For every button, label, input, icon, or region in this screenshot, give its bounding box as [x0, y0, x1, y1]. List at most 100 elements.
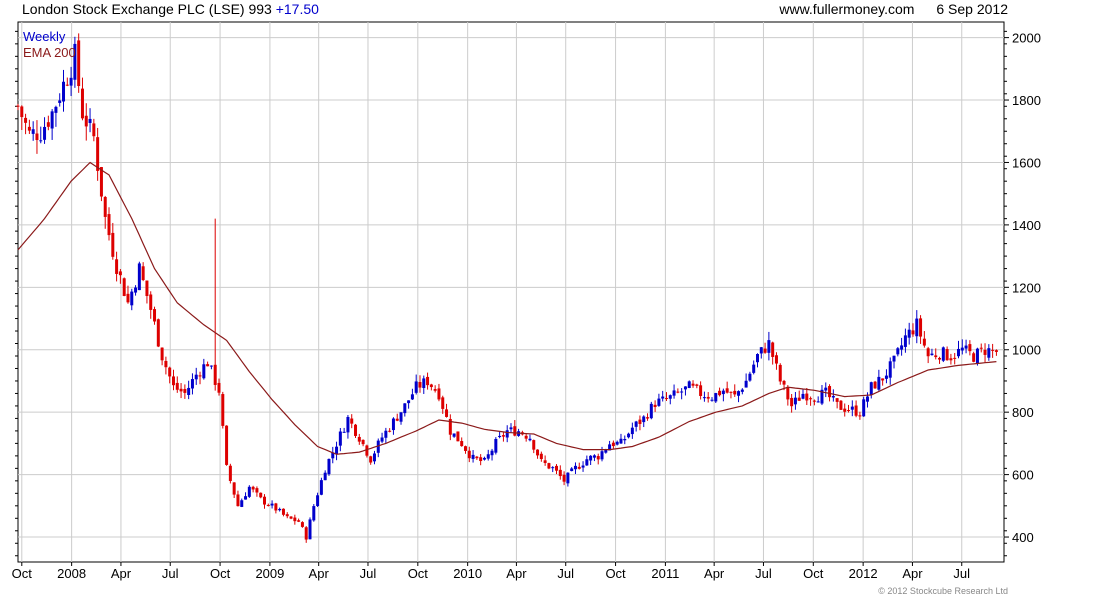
- candle-body: [342, 431, 346, 433]
- candle-body: [915, 318, 919, 337]
- candle-body: [380, 437, 384, 442]
- candle-body: [346, 416, 350, 433]
- candle-body: [160, 347, 164, 361]
- candle-body: [198, 375, 202, 377]
- candle-body: [372, 453, 376, 462]
- x-tick-label: 2011: [651, 566, 679, 581]
- candle-body: [972, 353, 976, 362]
- candle-body: [619, 438, 623, 444]
- candle-body: [805, 393, 809, 401]
- x-tick-label: Apr: [704, 566, 725, 581]
- candle-body: [354, 424, 358, 436]
- candle-body: [919, 318, 923, 337]
- candle-body: [608, 444, 612, 451]
- candle-body: [596, 456, 600, 460]
- y-tick-label: 600: [1012, 468, 1034, 483]
- candle-body: [903, 335, 907, 347]
- candle-body: [865, 396, 869, 402]
- candle-body: [323, 472, 327, 481]
- candle-body: [756, 354, 759, 363]
- candle-body: [987, 348, 991, 358]
- candle-body: [881, 378, 885, 381]
- candle-body: [968, 344, 972, 352]
- candle-body: [657, 398, 661, 406]
- y-tick-label: 1600: [1012, 155, 1041, 170]
- candle-body: [763, 348, 767, 353]
- candle-body: [714, 393, 718, 402]
- candle-body: [255, 488, 259, 493]
- candle-body: [80, 88, 84, 119]
- candle-body: [900, 345, 904, 350]
- candle-body: [562, 474, 566, 482]
- candle-body: [820, 389, 824, 404]
- candle-body: [244, 496, 248, 500]
- candle-body: [217, 382, 221, 393]
- candle-body: [316, 495, 320, 507]
- price-change: +17.50: [275, 1, 319, 17]
- x-tick-label: 2008: [57, 566, 86, 581]
- candle-body: [46, 122, 50, 127]
- candle-body: [676, 391, 680, 393]
- candle-body: [843, 408, 847, 412]
- candle-body: [141, 266, 145, 280]
- candle-body: [710, 399, 714, 401]
- candle-body: [494, 438, 498, 453]
- candle-body: [729, 391, 733, 393]
- x-tick-label: Oct: [12, 566, 33, 581]
- candle-body: [941, 347, 945, 361]
- y-tick-label: 800: [1012, 405, 1034, 420]
- candle-body: [892, 355, 896, 362]
- candle-body: [300, 522, 304, 527]
- candle-body: [175, 382, 179, 390]
- candle-body: [58, 100, 62, 103]
- candle-body: [513, 426, 517, 436]
- candle-body: [183, 389, 187, 393]
- candle-body: [634, 421, 638, 427]
- candle-body: [118, 271, 122, 276]
- candle-body: [395, 418, 399, 421]
- candle-body: [418, 382, 422, 388]
- candle-body: [907, 329, 911, 338]
- candle-body: [547, 463, 551, 469]
- candle-body: [771, 342, 775, 357]
- candle-body: [331, 452, 335, 459]
- legend-weekly: Weekly: [23, 29, 66, 44]
- candle-body: [206, 364, 210, 367]
- candle-body: [604, 449, 608, 453]
- candle-body: [414, 381, 418, 393]
- candle-body: [642, 416, 646, 423]
- candle-body: [69, 77, 73, 86]
- candle-body: [721, 390, 725, 395]
- candle-body: [505, 430, 509, 438]
- candle-body: [471, 454, 475, 459]
- candle-body: [475, 456, 479, 459]
- candle-body: [797, 397, 801, 401]
- candle-body: [664, 398, 668, 400]
- candle-body: [687, 381, 691, 389]
- candle-body: [213, 364, 217, 385]
- candle-body: [683, 386, 687, 390]
- candle-body: [668, 395, 672, 399]
- candle-body: [964, 345, 968, 349]
- candle-body: [623, 438, 627, 441]
- chart-date: 6 Sep 2012: [936, 1, 1008, 17]
- candle-body: [790, 397, 794, 407]
- candle-body: [536, 449, 540, 456]
- candle-body: [702, 397, 706, 399]
- candle-body: [384, 430, 388, 438]
- candle-body: [748, 373, 752, 381]
- x-tick-label: Apr: [506, 566, 527, 581]
- candle-body: [153, 309, 157, 322]
- candle-body: [615, 441, 619, 445]
- candle-body: [285, 514, 289, 517]
- candle-body: [482, 457, 486, 460]
- candle-body: [422, 378, 426, 389]
- candle-body: [202, 364, 206, 379]
- candle-body: [281, 508, 285, 515]
- candle-body: [111, 232, 115, 257]
- candle-body: [441, 397, 445, 409]
- candle-body: [209, 365, 213, 367]
- source-link[interactable]: www.fullermoney.com: [779, 1, 915, 17]
- candle-body: [979, 347, 983, 349]
